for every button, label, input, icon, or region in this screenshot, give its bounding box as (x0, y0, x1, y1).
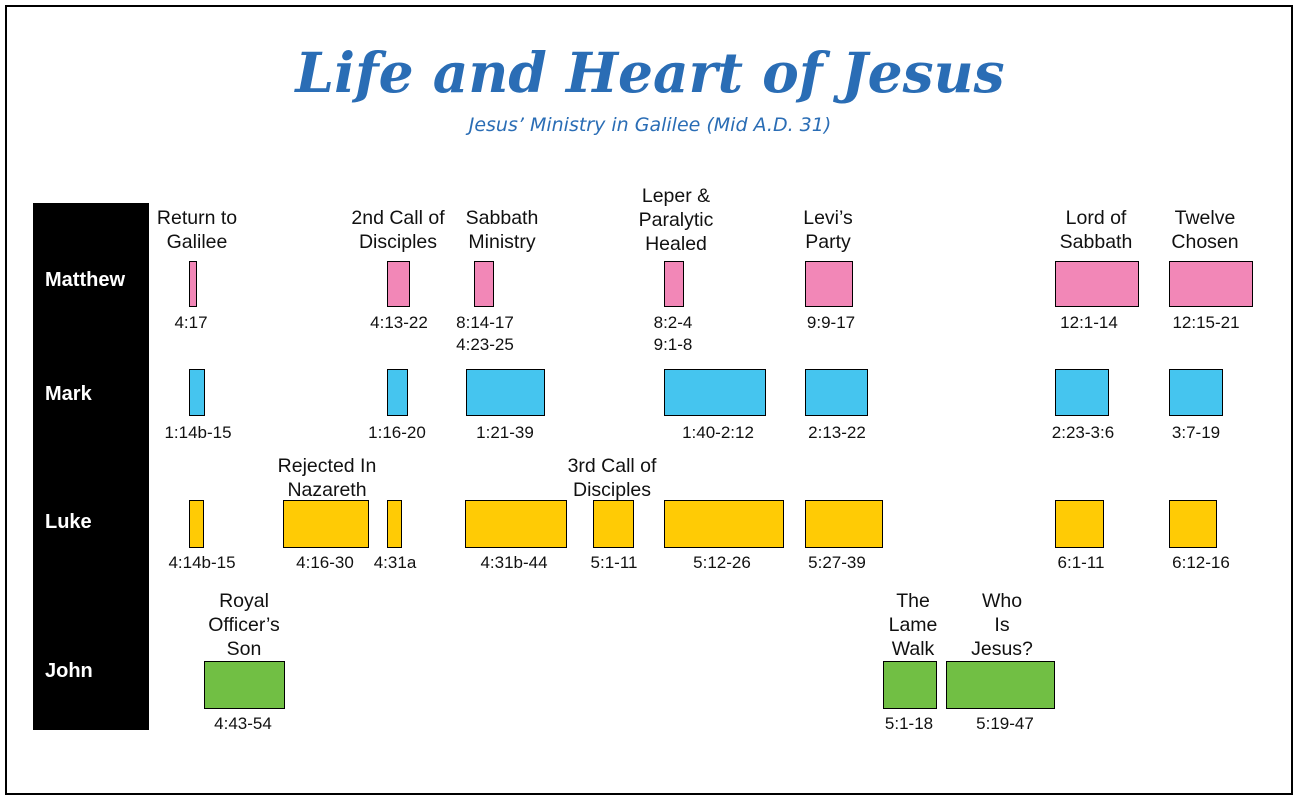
ref-matthew-9-9-17: 9:9-17 (806, 313, 856, 332)
box-mark-1-14b-15 (189, 369, 205, 416)
ref-matthew-12-1-14: 12:1-14 (1060, 313, 1118, 332)
box-mark-1-40-2-12 (664, 369, 766, 416)
event-rejected-in-nazareth: Rejected In Nazareth (277, 455, 377, 501)
ref-mark-1-40-2-12: 1:40-2:12 (682, 423, 754, 442)
box-john-5-1-18 (883, 661, 937, 709)
event-levis-party: Levi’s Party (803, 207, 853, 253)
ref-luke-5-1-11: 5:1-11 (590, 553, 638, 572)
box-matthew-8-2-4 (664, 261, 684, 307)
event-2nd-call-of-disciples: 2nd Call of Disciples (351, 207, 445, 253)
box-luke-4-31b-44 (465, 500, 567, 548)
ref-luke-6-1-11: 6:1-11 (1057, 553, 1105, 572)
ref-luke-5-12-26: 5:12-26 (693, 553, 751, 572)
box-luke-4-14b-15 (189, 500, 204, 548)
event-3rd-call-of-disciples: 3rd Call of Disciples (567, 455, 657, 501)
event-return-to-galilee: Return to Galilee (156, 207, 238, 253)
ref-matthew-8-14-17: 8:14-17 4:23-25 (456, 313, 514, 354)
box-luke-4-16-30 (283, 500, 369, 548)
box-matthew-8-14-17 (474, 261, 494, 307)
chart-title: Life and Heart of Jesus (295, 40, 1005, 105)
event-lord-of-sabbath: Lord of Sabbath (1059, 207, 1133, 253)
ref-matthew-4-17: 4:17 (174, 313, 208, 332)
box-mark-1-21-39 (466, 369, 545, 416)
box-luke-4-31a (387, 500, 402, 548)
ref-john-5-1-18: 5:1-18 (884, 714, 934, 733)
box-john-4-43-54 (204, 661, 285, 709)
chart-frame (5, 5, 1293, 795)
ref-luke-6-12-16: 6:12-16 (1172, 553, 1230, 572)
event-sabbath-ministry: Sabbath Ministry (465, 207, 539, 253)
ref-luke-4-14b-15: 4:14b-15 (168, 553, 236, 572)
box-john-5-19-47 (946, 661, 1055, 709)
box-mark-1-16-20 (387, 369, 408, 416)
event-royal-officers-son: Royal Officer’s Son (208, 590, 280, 660)
ref-mark-2-23-3-6: 2:23-3:6 (1051, 423, 1115, 442)
box-luke-5-27-39 (805, 500, 883, 548)
box-matthew-4-13-22 (387, 261, 410, 307)
event-the-lame-walk: The Lame Walk (888, 590, 938, 660)
box-mark-3-7-19 (1169, 369, 1223, 416)
ref-matthew-4-13-22: 4:13-22 (370, 313, 428, 332)
ref-mark-3-7-19: 3:7-19 (1171, 423, 1221, 442)
ref-mark-1-16-20: 1:16-20 (368, 423, 426, 442)
event-who-is-jesus: Who Is Jesus? (971, 590, 1033, 660)
gospel-label-john: John (45, 660, 93, 682)
ref-luke-4-31b-44: 4:31b-44 (480, 553, 548, 572)
box-mark-2-13-22 (805, 369, 868, 416)
ref-mark-1-14b-15: 1:14b-15 (164, 423, 232, 442)
ref-luke-4-31a: 4:31a (373, 553, 417, 572)
chart-subtitle: Jesus’ Ministry in Galilee (Mid A.D. 31) (468, 114, 832, 136)
gospel-label-luke: Luke (45, 511, 92, 533)
gospel-label-matthew: Matthew (45, 269, 125, 291)
gospel-sidebar: Matthew Mark Luke John (33, 203, 149, 730)
ref-john-5-19-47: 5:19-47 (976, 714, 1034, 733)
box-luke-6-1-11 (1055, 500, 1104, 548)
ref-luke-5-27-39: 5:27-39 (808, 553, 866, 572)
box-luke-6-12-16 (1169, 500, 1217, 548)
ref-matthew-12-15-21: 12:15-21 (1172, 313, 1240, 332)
box-luke-5-1-11 (593, 500, 634, 548)
box-matthew-9-9-17 (805, 261, 853, 307)
box-mark-2-23-3-6 (1055, 369, 1109, 416)
box-luke-5-12-26 (664, 500, 784, 548)
ref-luke-4-16-30: 4:16-30 (296, 553, 354, 572)
box-matthew-4-17 (189, 261, 197, 307)
ref-matthew-8-2-4: 8:2-4 9:1-8 (653, 313, 693, 354)
gospel-label-mark: Mark (45, 383, 92, 405)
event-twelve-chosen: Twelve Chosen (1171, 207, 1239, 253)
ref-john-4-43-54: 4:43-54 (214, 714, 272, 733)
box-matthew-12-15-21 (1169, 261, 1253, 307)
box-matthew-12-1-14 (1055, 261, 1139, 307)
event-leper-paralytic-healed: Leper & Paralytic Healed (638, 185, 714, 255)
ref-mark-2-13-22: 2:13-22 (808, 423, 866, 442)
ref-mark-1-21-39: 1:21-39 (476, 423, 534, 442)
